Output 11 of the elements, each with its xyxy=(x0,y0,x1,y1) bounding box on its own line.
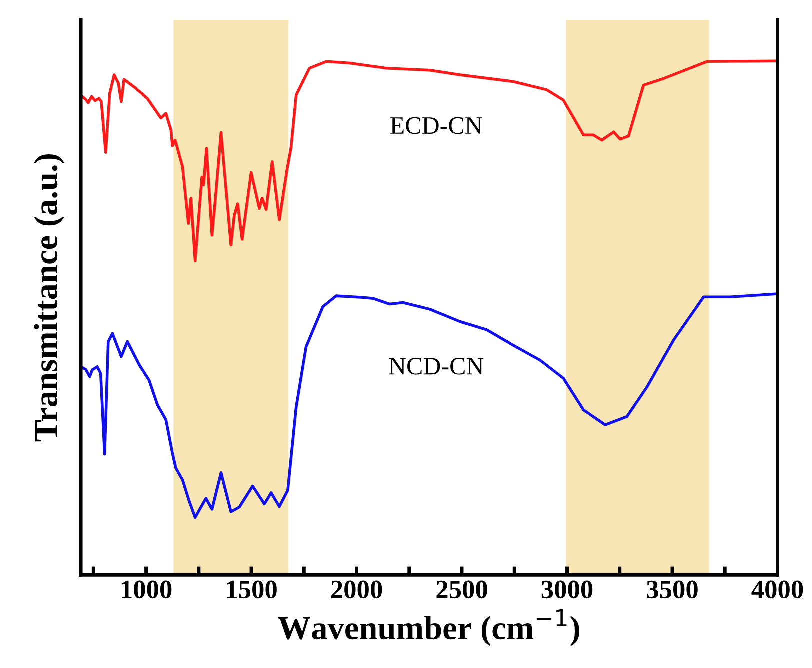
x-tick-label: 2000 xyxy=(331,580,382,599)
x-tick-label: 1000 xyxy=(122,580,172,599)
x-axis-title: Wavenumber (cm$^{−1}$) xyxy=(278,609,580,646)
x-tick-label: 3500 xyxy=(647,580,698,599)
series-label: NCD-CN xyxy=(389,358,484,375)
x-tick-label: 1500 xyxy=(227,580,277,599)
x-tick-label: 4000 xyxy=(752,580,804,599)
series-label: ECD-CN xyxy=(390,117,482,134)
x-tick-label: 2500 xyxy=(436,580,488,599)
y-axis-title: Transmittance (a.u.) xyxy=(34,154,64,442)
x-tick-label: 3000 xyxy=(542,580,593,599)
